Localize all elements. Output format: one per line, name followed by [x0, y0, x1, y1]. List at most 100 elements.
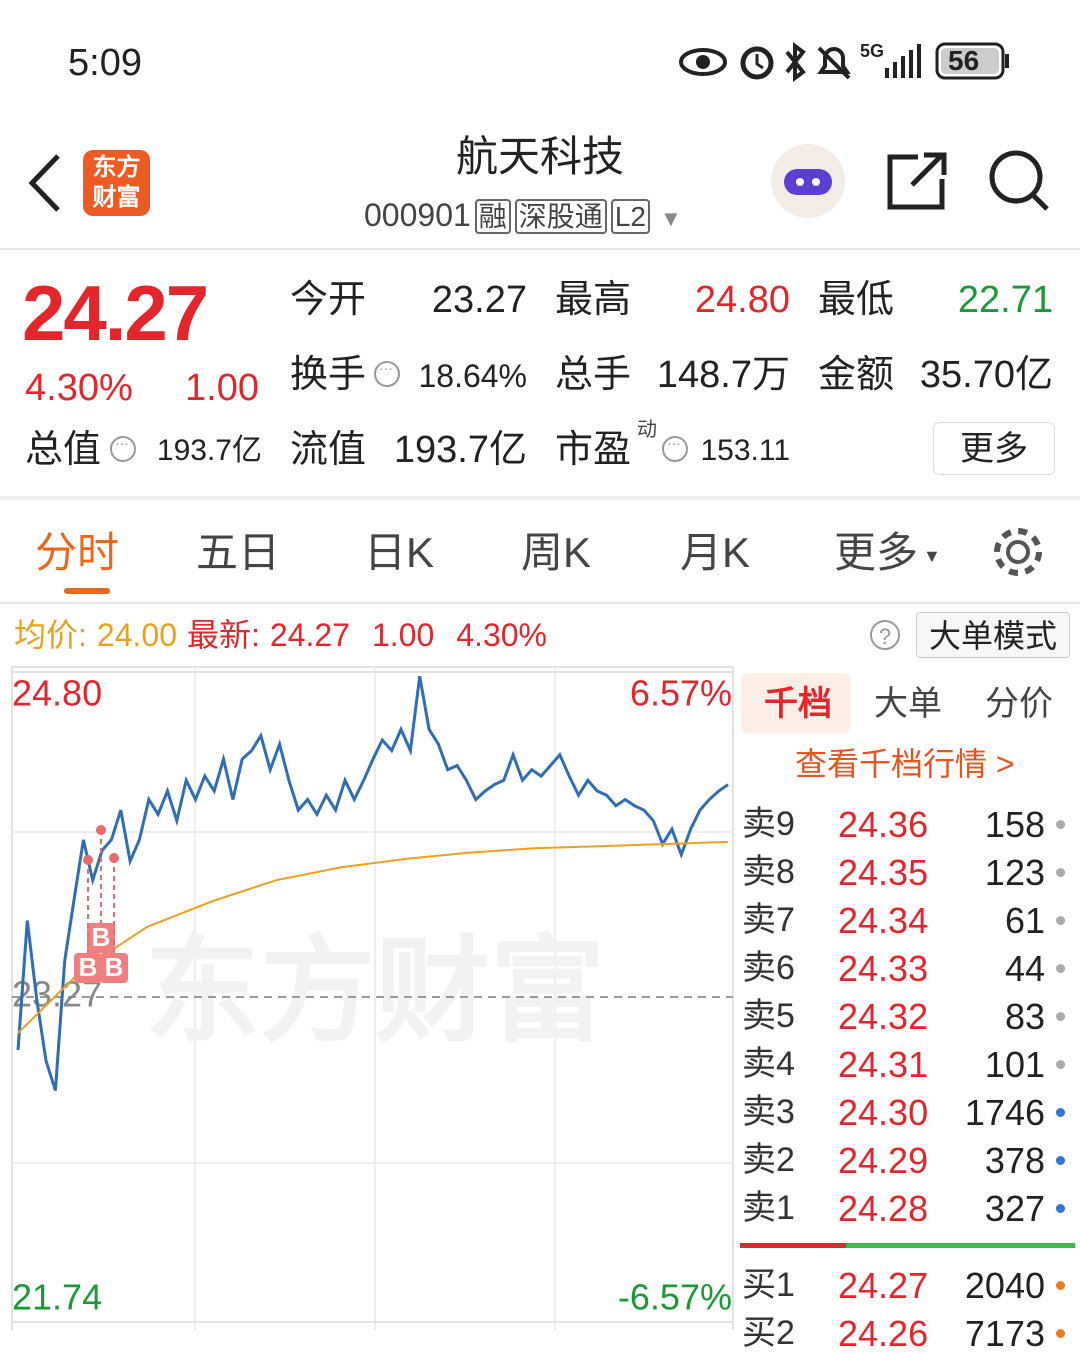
book-price: 24.36 [838, 804, 929, 845]
field-value: 193.7亿 [393, 429, 527, 471]
info-bar: 均价: 24.00 最新: 24.27 1.00 4.30% [14, 619, 547, 651]
avg-price: 24.00 [96, 617, 177, 653]
y-tick-label: 24.80 [12, 673, 102, 714]
field-label: 今开 [290, 279, 367, 321]
info-icon[interactable] [662, 435, 688, 462]
divider [0, 496, 1080, 500]
book-volume: 44 [1004, 948, 1045, 989]
book-label: 卖9 [742, 805, 795, 843]
book-tab[interactable]: 千档 [764, 685, 832, 723]
marker-box [87, 923, 115, 953]
book-link[interactable]: 查看千档行情 > [795, 746, 1015, 782]
tab-text: 更多 [834, 529, 919, 576]
latest-change: 1.00 [371, 617, 435, 653]
search-button[interactable] [989, 150, 1043, 204]
book-volume: 378 [984, 1140, 1045, 1181]
stock-tag: L2 [610, 199, 650, 234]
book-dot [1056, 868, 1065, 877]
network-type: 5G [860, 41, 885, 61]
divider [0, 602, 1080, 604]
book-price: 24.34 [838, 900, 929, 941]
avg-label: 均价: [14, 617, 87, 653]
book-label: 卖1 [742, 1189, 795, 1227]
y-tick-label: 21.74 [12, 1277, 102, 1318]
field-label: 总手 [555, 354, 632, 396]
tab[interactable]: 周K [521, 529, 592, 576]
marker-dot [96, 825, 106, 835]
share-button[interactable] [887, 152, 947, 210]
status-time: 5:09 [68, 42, 142, 84]
field-value: 193.7亿 [156, 434, 262, 467]
y2-tick-label: -6.57% [618, 1277, 732, 1318]
marker-label: B [105, 952, 124, 982]
book-volume: 83 [1004, 996, 1045, 1037]
mode-button[interactable]: 大单模式 [916, 612, 1070, 658]
book-dot [1056, 1060, 1065, 1069]
book-label: 卖7 [742, 901, 795, 939]
app-logo[interactable]: 东方 财富 [83, 150, 150, 216]
book-price: 24.27 [838, 1265, 929, 1306]
book-price: 24.28 [838, 1188, 929, 1229]
book-volume: 158 [984, 804, 1045, 845]
field-label: 金额 [818, 354, 895, 396]
book-volume: 61 [1004, 900, 1045, 941]
marker-label: B [79, 952, 98, 982]
back-button[interactable] [22, 150, 72, 216]
tab[interactable]: 分时 [35, 529, 120, 576]
book-price: 24.33 [838, 948, 929, 989]
book-label: 买2 [742, 1314, 795, 1352]
y2-tick-label: 6.57% [630, 673, 732, 714]
price-line [17, 840, 729, 1034]
book-price: 24.35 [838, 852, 929, 893]
book-volume: 101 [984, 1044, 1045, 1085]
book-label: 卖6 [742, 949, 795, 987]
book-volume: 1746 [964, 1092, 1045, 1133]
field-label: 流值 [290, 429, 367, 471]
book-dot [1056, 1108, 1065, 1117]
logo-text: 东方 [92, 154, 141, 181]
tab[interactable]: 月K [680, 529, 751, 576]
info-icon[interactable] [374, 360, 400, 387]
logo-text: 财富 [92, 184, 141, 211]
book-label: 卖8 [742, 853, 795, 891]
book-price: 24.26 [838, 1313, 929, 1354]
book-label: 卖3 [742, 1093, 795, 1131]
settings-button[interactable] [990, 524, 1046, 580]
field-label: 最高 [555, 279, 632, 321]
marker-dot [83, 855, 93, 865]
book-price: 24.30 [838, 1092, 929, 1133]
book-tab[interactable]: 分价 [985, 685, 1053, 723]
field-label: 换手 [290, 354, 367, 396]
book-dot [1056, 916, 1065, 925]
field-value: 18.64% [418, 358, 527, 394]
price-line [16, 675, 729, 1091]
marker-label: B [92, 922, 111, 952]
latest-label: 最新: [186, 617, 260, 653]
tab[interactable]: 五日 [196, 529, 281, 576]
field-label: 市盈 [555, 429, 632, 471]
book-label: 买1 [742, 1266, 795, 1304]
book-dot [1056, 820, 1065, 829]
book-dot [1056, 1156, 1065, 1165]
book-price: 24.31 [838, 1044, 929, 1085]
tab[interactable]: 更多 ▼ [834, 529, 941, 576]
header-actions [771, 144, 1049, 218]
battery-level: 56 [948, 45, 980, 76]
book-dot [1056, 964, 1065, 973]
marker-dot [109, 853, 119, 863]
marker-box [100, 953, 128, 983]
book-price: 24.29 [838, 1140, 929, 1181]
tab[interactable]: 日K [364, 529, 435, 576]
book-dot [1056, 1329, 1065, 1338]
last-price: 24.27 [22, 269, 209, 357]
tab-indicator [64, 588, 110, 594]
info-icon[interactable] [110, 435, 136, 462]
help-icon[interactable]: ? [870, 620, 900, 650]
book-label: 卖5 [742, 997, 795, 1035]
more-button[interactable]: 更多 [933, 422, 1055, 475]
latest-change-pct: 4.30% [456, 617, 547, 653]
bar-red [740, 1243, 846, 1248]
field-value: 22.71 [957, 279, 1053, 321]
book-tab[interactable]: 大单 [874, 685, 942, 723]
